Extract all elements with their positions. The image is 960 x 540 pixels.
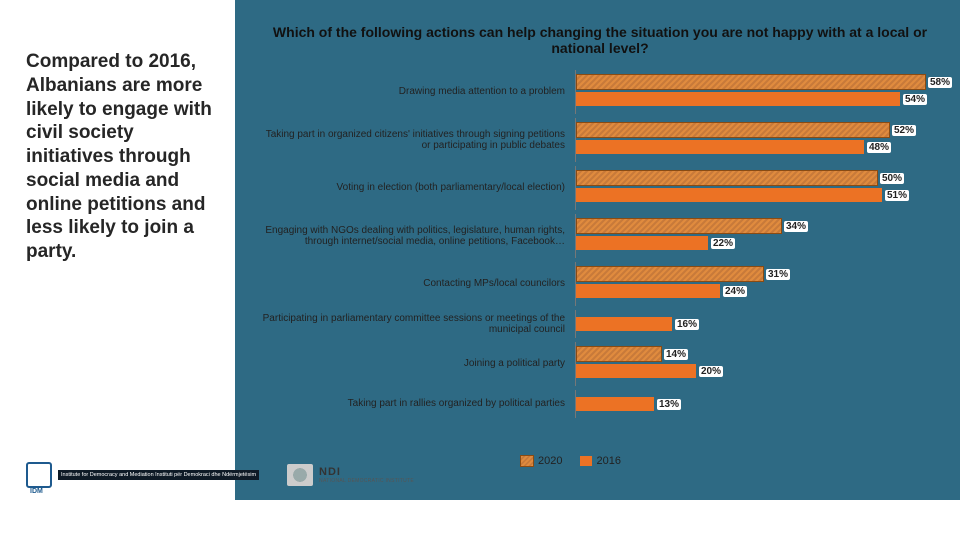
chart-row: Taking part in organized citizens' initi… [255,118,945,162]
bar-value-2020: 34% [784,221,808,232]
chart-row: Engaging with NGOs dealing with politics… [255,214,945,258]
chart-row: Taking part in rallies organized by poli… [255,390,945,418]
chart-row: Contacting MPs/local councilors31%24% [255,262,945,306]
logo-ndi: NDI NATIONAL DEMOCRATIC INSTITUTE [287,464,414,486]
bar-2020: 31% [576,266,764,282]
bar-value-2020: 50% [880,173,904,184]
ndi-abbr: NDI [319,466,414,478]
bar-2016: 13% [576,397,654,411]
legend-label-2016: 2016 [596,455,620,467]
swatch-2020-icon [520,455,534,467]
bar-2020: 58% [576,74,926,90]
bar-value-2020: 58% [928,77,952,88]
row-bars: 52%48% [575,118,936,162]
row-label: Voting in election (both parliamentary/l… [255,166,575,210]
bar-value-2020: 52% [892,125,916,136]
slide: Compared to 2016, Albanians are more lik… [0,0,960,540]
bar-value-2016: 48% [867,142,891,153]
logo-idm: Institute for Democracy and Mediation In… [26,462,259,488]
row-bars: 50% 51% [575,166,936,210]
chart-row: Participating in parliamentary committee… [255,310,945,338]
bar-2016: 20% [576,364,696,378]
ndi-text: NDI NATIONAL DEMOCRATIC INSTITUTE [319,466,414,484]
bar-2020: 52% [576,122,890,138]
chart-row: Drawing media attention to a problem58%5… [255,70,945,114]
bar-value-2016: 51% [885,190,909,201]
legend-item-2020: 2020 [520,455,562,467]
bar-value-2016: 16% [675,319,699,330]
bar-2016: 22% [576,236,708,250]
legend-item-2016: 2016 [580,455,620,467]
ndi-globe-icon [287,464,313,486]
idm-text: Institute for Democracy and Mediation In… [58,470,259,480]
bar-2020: 50% [576,170,878,186]
row-label: Joining a political party [255,342,575,386]
row-bars: 16% [575,310,936,338]
row-bars: 13% [575,390,936,418]
bar-value-2020: 31% [766,269,790,280]
bar-value-2016: 54% [903,94,927,105]
row-label: Taking part in organized citizens' initi… [255,118,575,162]
bar-2016: 16% [576,317,672,331]
bar-value-2016: 13% [657,399,681,410]
legend: 2020 2016 [520,455,621,467]
chart-row: Joining a political party14%20% [255,342,945,386]
headline-text: Compared to 2016, Albanians are more lik… [26,50,221,264]
logo-row: Institute for Democracy and Mediation In… [26,462,414,488]
bar-2016: 48% [576,140,864,154]
row-label: Engaging with NGOs dealing with politics… [255,214,575,258]
row-label: Taking part in rallies organized by poli… [255,390,575,418]
idm-mark-icon [26,462,52,488]
row-label: Participating in parliamentary committee… [255,310,575,338]
row-bars: 34% 22% [575,214,936,258]
bar-2016: 24% [576,284,720,298]
row-bars: 58% 54% [575,70,936,114]
row-label: Drawing media attention to a problem [255,70,575,114]
chart-title: Which of the following actions can help … [260,24,940,56]
bar-2020: 14% [576,346,662,362]
bar-value-2016: 24% [723,286,747,297]
ndi-full: NATIONAL DEMOCRATIC INSTITUTE [319,478,414,484]
swatch-2016-icon [580,456,592,466]
row-bars: 14% 20% [575,342,936,386]
bar-2016: 54% [576,92,900,106]
chart-row: Voting in election (both parliamentary/l… [255,166,945,210]
legend-label-2020: 2020 [538,455,562,467]
row-label: Contacting MPs/local councilors [255,262,575,306]
bar-value-2016: 22% [711,238,735,249]
bar-value-2016: 20% [699,366,723,377]
bar-value-2020: 14% [664,349,688,360]
bar-chart: Drawing media attention to a problem58%5… [255,70,945,450]
bar-2020: 34% [576,218,782,234]
row-bars: 31% 24% [575,262,936,306]
bar-2016: 51% [576,188,882,202]
